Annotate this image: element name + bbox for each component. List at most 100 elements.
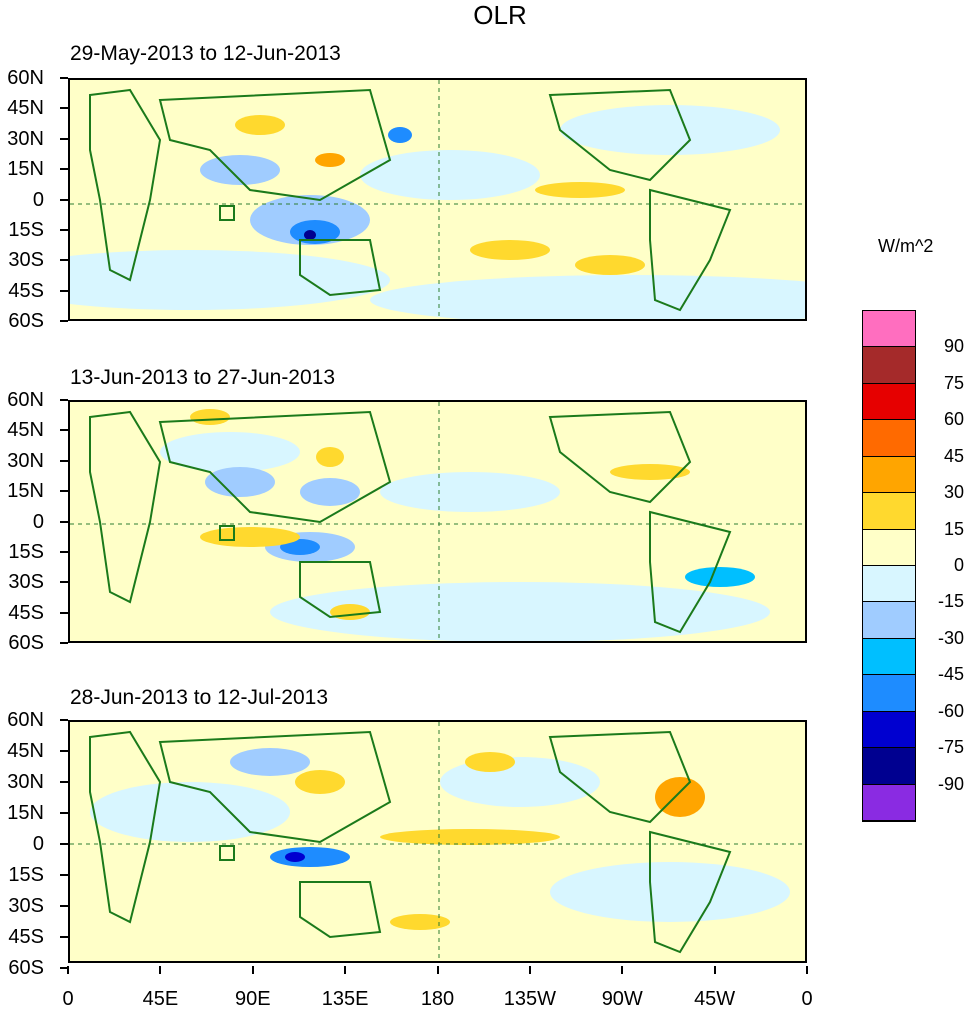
lat-tick	[60, 490, 68, 493]
lat-label: 0	[32, 833, 44, 855]
colorbar-box	[863, 420, 915, 457]
lat-label: 30N	[7, 127, 44, 150]
lat-tick	[60, 611, 68, 614]
lat-tick	[60, 107, 68, 110]
lat-tick	[60, 77, 68, 79]
colorbar-level-label: 15	[943, 518, 964, 539]
map-panel-3	[68, 720, 807, 963]
colorbar-level-label: 45	[943, 445, 964, 466]
lat-label: 60S	[8, 310, 44, 332]
lon-tick	[713, 966, 716, 974]
lat-label: 15S	[8, 864, 44, 886]
lon-tick	[251, 966, 254, 974]
panel-3-title: 28-Jun-2013 to 12-Jul-2013	[70, 686, 329, 709]
lon-label: 135E	[321, 988, 369, 1010]
lat-tick	[60, 905, 68, 907]
colorbar-level-label: -15	[937, 591, 964, 612]
lat-tick	[60, 198, 68, 201]
figure-title: OLR	[473, 0, 527, 30]
colorbar-box	[863, 566, 915, 603]
lon-tick	[806, 966, 808, 974]
lat-label: 30N	[7, 449, 44, 472]
lat-label: 45S	[8, 601, 44, 624]
colorbar-box	[863, 675, 915, 712]
lon-tick	[67, 966, 69, 974]
lat-tick	[60, 781, 68, 783]
lat-label: 60S	[8, 957, 44, 979]
colorbar-box	[863, 493, 915, 530]
panel-2-title: 13-Jun-2013 to 27-Jun-2013	[70, 366, 336, 389]
colorbar-units: W/m^2	[878, 236, 934, 256]
lat-label: 60S	[8, 632, 44, 654]
lat-tick	[60, 459, 68, 462]
lat-label: 15N	[7, 480, 44, 503]
lat-label: 15N	[7, 802, 44, 824]
lat-tick	[60, 843, 68, 845]
lon-tick	[621, 966, 624, 974]
lon-tick	[159, 966, 162, 974]
lat-tick	[60, 320, 68, 322]
lat-label: 45S	[8, 279, 44, 302]
colorbar-level-label: 30	[943, 482, 964, 503]
colorbar-level-label: -60	[937, 700, 964, 721]
lat-tick	[60, 520, 68, 523]
lat-label: 15S	[8, 540, 44, 563]
lat-tick	[60, 967, 68, 969]
colorbar-box	[863, 638, 915, 676]
colorbar-level-label: 60	[943, 409, 964, 430]
colorbar-level-label: 75	[943, 372, 964, 393]
lat-label: 30S	[8, 571, 44, 594]
colorbar-box	[863, 383, 915, 421]
lat-tick	[60, 228, 68, 231]
lat-tick	[60, 581, 68, 584]
colorbar-box	[863, 602, 915, 639]
lat-tick	[60, 168, 68, 171]
colorbar-box	[863, 784, 915, 821]
lon-tick	[344, 966, 347, 974]
lat-tick	[60, 429, 68, 432]
colorbar-level-label: -75	[937, 737, 964, 758]
lat-label: 30S	[8, 895, 44, 917]
lon-label: 45W	[694, 988, 736, 1010]
lat-label: 15N	[7, 158, 44, 181]
lon-tick	[436, 966, 439, 974]
lat-label: 60N	[7, 67, 44, 89]
lat-label: 45N	[7, 97, 44, 120]
lon-label: 180	[420, 988, 455, 1010]
colorbar-level-label: 0	[953, 555, 964, 575]
lat-tick	[60, 936, 68, 938]
lon-label: 90E	[234, 988, 271, 1010]
lat-tick	[60, 399, 68, 401]
lat-label: 45N	[7, 740, 44, 762]
colorbar-level-label: -30	[937, 627, 964, 648]
lon-label: 0	[801, 988, 813, 1010]
lon-label: 135W	[503, 988, 556, 1010]
colorbar-level-label: 90	[943, 336, 964, 357]
lat-label: 60N	[7, 709, 44, 731]
lat-label: 0	[32, 510, 44, 533]
lat-label: 30N	[7, 771, 44, 793]
lat-tick	[60, 289, 68, 292]
lat-tick	[60, 642, 68, 644]
lon-label: 0	[62, 988, 74, 1010]
lat-tick	[60, 259, 68, 262]
lat-label: 45S	[8, 926, 44, 948]
lat-label: 15S	[8, 218, 44, 241]
colorbar-box	[863, 748, 915, 785]
colorbar-box	[863, 347, 915, 384]
colorbar-box	[863, 456, 915, 494]
panel-1-title: 29-May-2013 to 12-Jun-2013	[70, 42, 341, 65]
lat-tick	[60, 750, 68, 752]
lat-tick	[60, 550, 68, 553]
map-panel-1	[68, 78, 807, 321]
lon-tick	[528, 966, 531, 974]
lat-label: 30S	[8, 249, 44, 272]
lon-label: 90W	[601, 988, 643, 1010]
lat-label: 0	[32, 188, 44, 211]
lat-tick	[60, 137, 68, 140]
lat-label: 60N	[7, 389, 44, 411]
map-panel-2	[68, 400, 807, 643]
lat-label: 45N	[7, 419, 44, 442]
lat-tick	[60, 812, 68, 814]
colorbar-level-label: -90	[937, 773, 964, 794]
